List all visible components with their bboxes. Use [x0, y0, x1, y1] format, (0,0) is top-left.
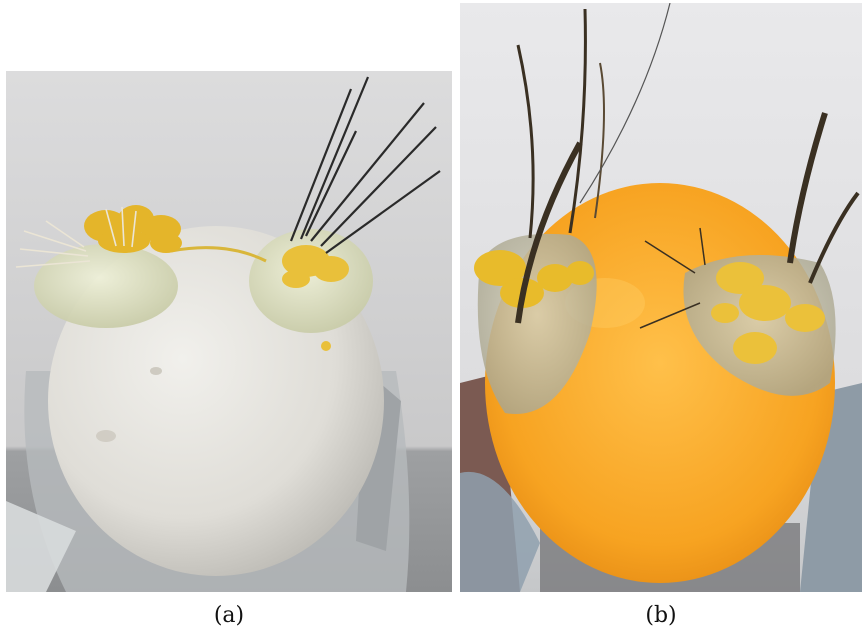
gel-pad-right [683, 255, 836, 396]
adhesive-right [711, 262, 825, 364]
base-right [800, 383, 862, 592]
gel-pad-right [249, 229, 373, 333]
whiskers [515, 3, 860, 329]
whiskers-left [15, 206, 137, 268]
whiskers-right [289, 76, 441, 254]
photo-panel-b [460, 3, 862, 592]
adhesive-left [84, 205, 182, 253]
photo-panel-a [6, 71, 452, 592]
caption-b: (b) [645, 603, 677, 628]
white-sphere-photo [6, 71, 452, 592]
gel-pad-left [34, 244, 178, 328]
caption-a: (a) [213, 603, 245, 628]
orange-sphere-photo [460, 3, 862, 592]
adhesive-right [282, 245, 349, 351]
